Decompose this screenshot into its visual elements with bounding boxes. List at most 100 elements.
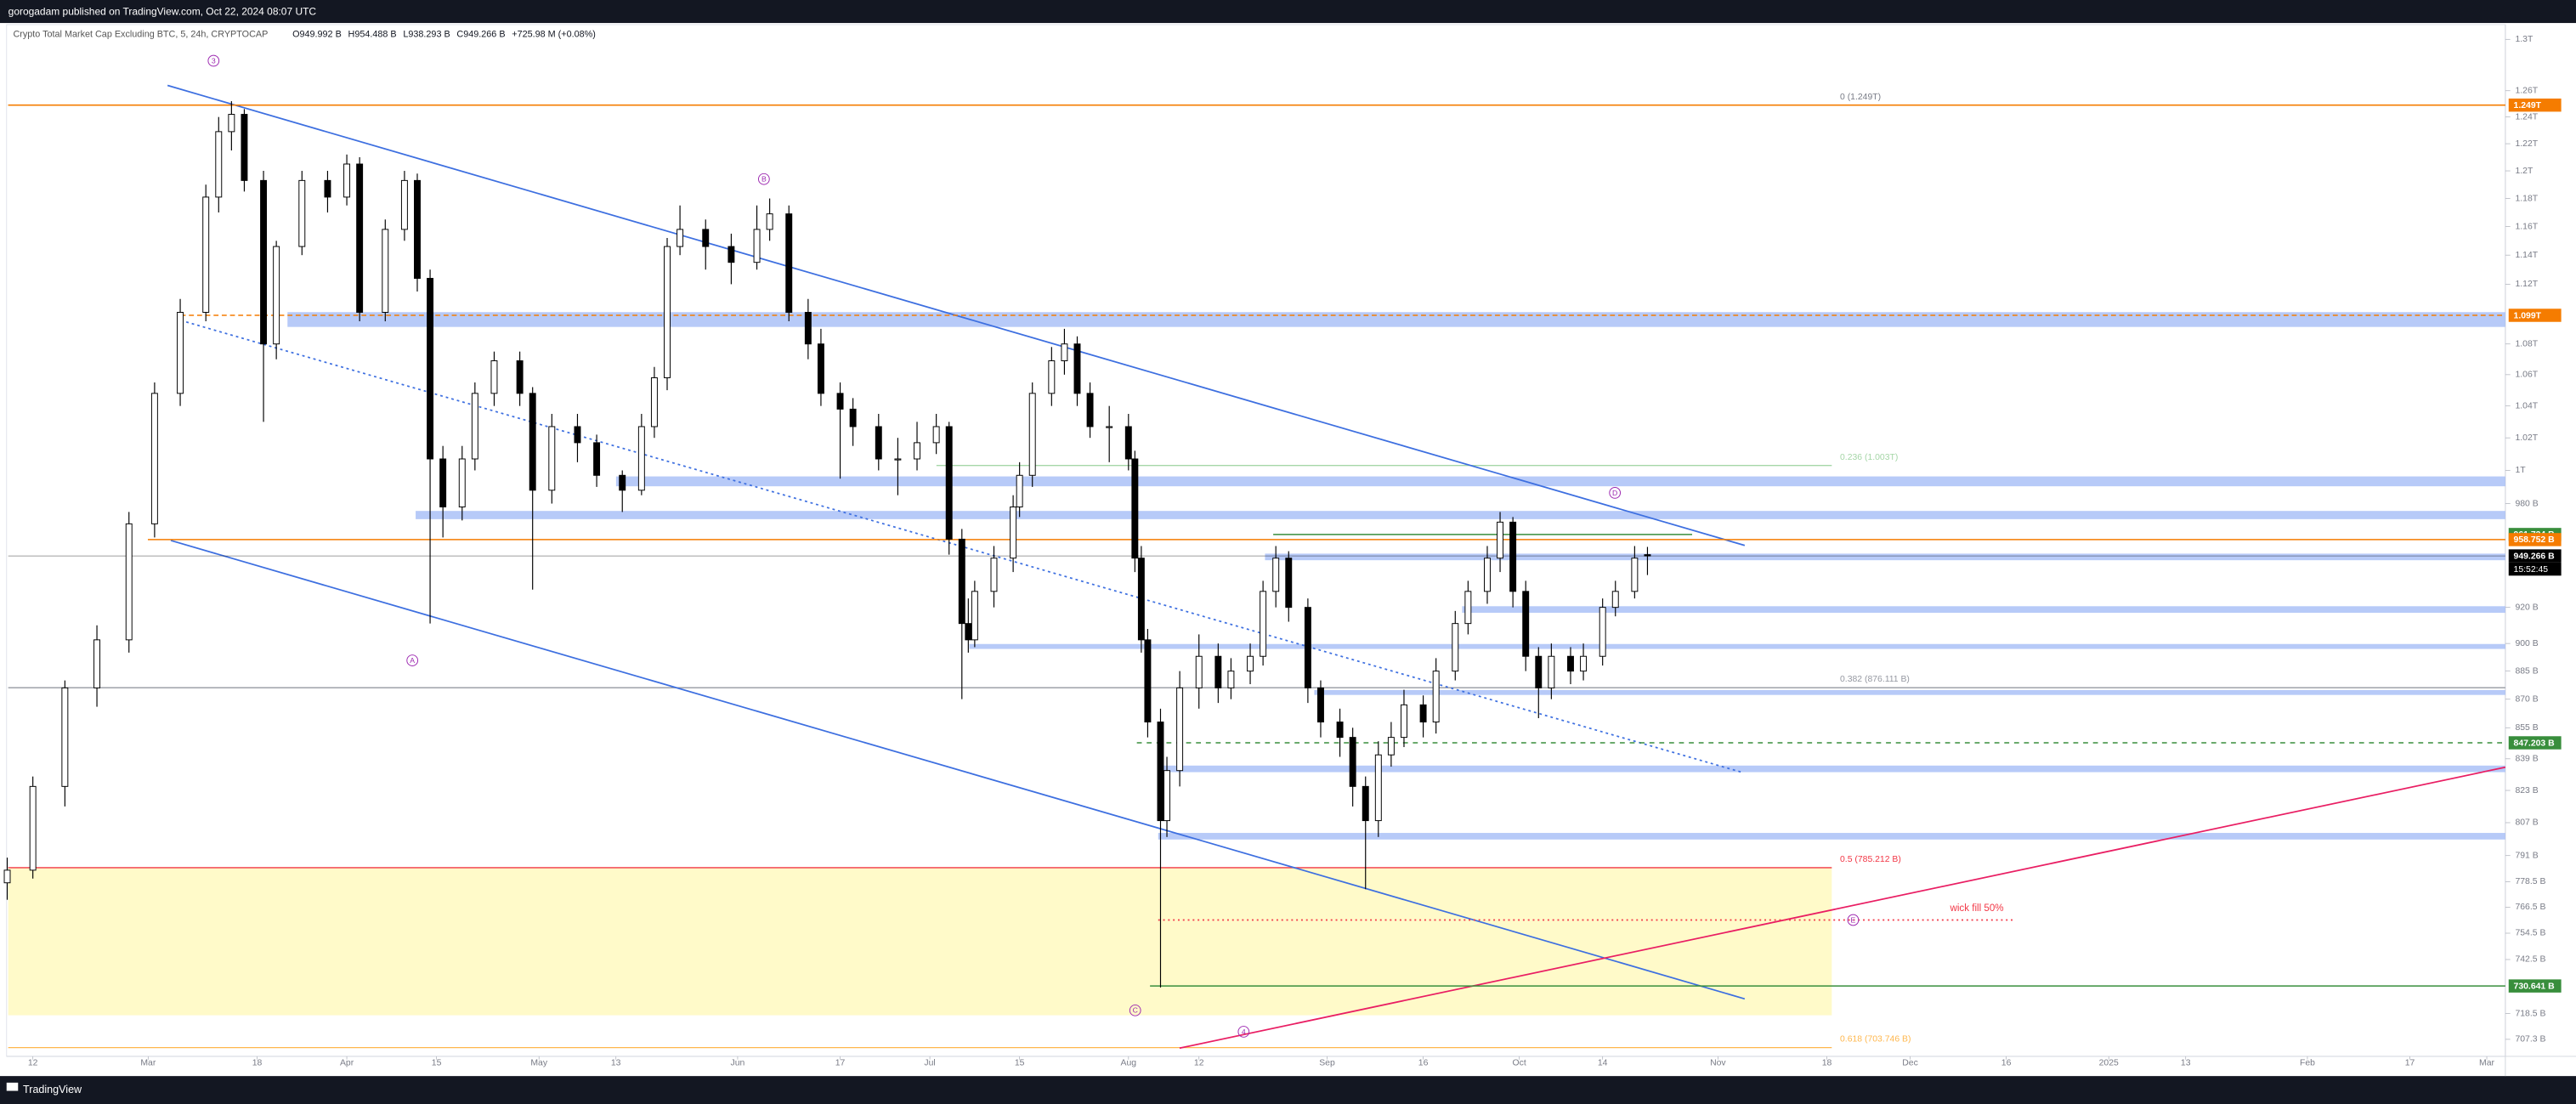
x-tick-label: Jun [731,1058,745,1067]
candle-body [1374,754,1382,822]
x-tick-label: Aug [1121,1058,1137,1067]
y-tick-label: 778.5 B [2515,877,2545,886]
candle-body [574,426,581,444]
candle-body [1432,671,1440,723]
y-tick-label: 920 B [2515,603,2538,612]
countdown: 15:52:45 [2514,565,2549,575]
wave-circle [757,173,770,185]
candle-body [945,426,953,540]
y-tick-label: 718.5 B [2515,1009,2545,1018]
fib-label: 0.5 (785.212 B) [1840,855,1901,864]
wave-label: E [1851,915,1856,924]
zone-band [1158,765,2505,773]
y-tick-label: 1.18T [2515,194,2538,203]
candle-body [1611,591,1619,609]
zone-band [287,312,2505,327]
candle-body [400,179,408,230]
candle-body [1163,770,1170,822]
y-tick-label: 1.14T [2515,251,2538,260]
y-tick-label: 1.16T [2515,222,2538,231]
y-tick-label: 823 B [2515,786,2538,795]
y-tick-label: 839 B [2515,755,2538,764]
zone-band [615,476,2505,487]
price-tag-label: 949.266 B [2514,552,2556,561]
candle-body [1317,687,1324,723]
y-tick-label: 1.2T [2515,167,2533,176]
x-tick-label: 12 [28,1058,38,1067]
candle-body [260,179,268,345]
footer-logo: TradingView [23,1084,82,1096]
wave-circle [1847,914,1860,926]
candle-body [785,213,793,313]
zone-band [1462,606,2505,614]
candle-body [914,442,920,460]
y-tick-label: 900 B [2515,639,2538,648]
wave-label: 3 [212,56,216,65]
y-tick-label: 791 B [2515,851,2538,860]
x-tick-label: 15 [432,1058,442,1067]
zone-band [416,511,2505,519]
candle-body [490,360,498,394]
candle-body [971,591,978,641]
candle-body [273,246,280,345]
price-tag [2508,98,2562,112]
candle-body [215,131,223,198]
x-tick-label: Mar [140,1058,156,1067]
price-tag-label: 1.099T [2514,311,2542,320]
zone-band [1158,833,2505,840]
candle-body [1304,607,1311,688]
candle-body [1419,704,1427,723]
countdown-bg [2508,562,2562,576]
candle-body [728,246,735,263]
candle-body [298,179,306,247]
candle-body [650,377,658,427]
candle-body [1247,655,1254,672]
candle-body [202,196,210,313]
candle-body [958,538,965,625]
candle-body [1522,591,1530,657]
y-tick-label: 1.12T [2515,280,2538,289]
y-tick-label: 870 B [2515,694,2538,704]
price-tag-label: 730.641 B [2514,982,2556,991]
fib-label: 0.382 (876.111 B) [1840,675,1910,684]
footer-bar [0,1076,2576,1104]
y-tick-label: 766.5 B [2515,903,2545,912]
x-tick-label: Apr [340,1058,354,1067]
candle-body [529,393,536,491]
price-tag [2508,979,2562,993]
candle-body [753,229,761,263]
x-tick-label: 13 [2181,1058,2191,1067]
candle-body [1548,655,1555,688]
candle-body [177,312,184,394]
x-tick-label: 17 [835,1058,846,1067]
candle-body [702,229,710,247]
x-tick-label: Oct [1513,1058,1526,1067]
x-tick-label: Jul [924,1058,935,1067]
candle-body [427,278,434,460]
candle-body [990,558,998,592]
candle-body [1644,554,1651,557]
candle-body [766,213,773,230]
price-tag [2508,533,2562,546]
x-tick-label: Dec [1902,1058,1918,1067]
y-tick-label: 1.06T [2515,371,2538,380]
candle-body [1260,591,1267,657]
fib-label: 0.236 (1.003T) [1840,453,1898,462]
candle-body [804,312,812,345]
x-tick-label: 17 [2405,1058,2415,1067]
candle-body [1336,722,1344,739]
candle-body [1016,474,1023,507]
candle-body [1567,655,1574,672]
candle-body [439,458,447,507]
candle-body [875,426,882,460]
candle-body [228,114,235,133]
candle-body [324,179,331,198]
candle-body [1401,704,1407,739]
annotation: wick fill 50% [1950,903,2004,914]
candle-body [382,229,389,313]
candle-body [836,393,844,410]
candle-body [1484,558,1491,592]
fib-label: 0.618 (703.746 B) [1840,1035,1911,1045]
trend-line [1179,766,2506,1050]
price-tag [2508,736,2562,750]
